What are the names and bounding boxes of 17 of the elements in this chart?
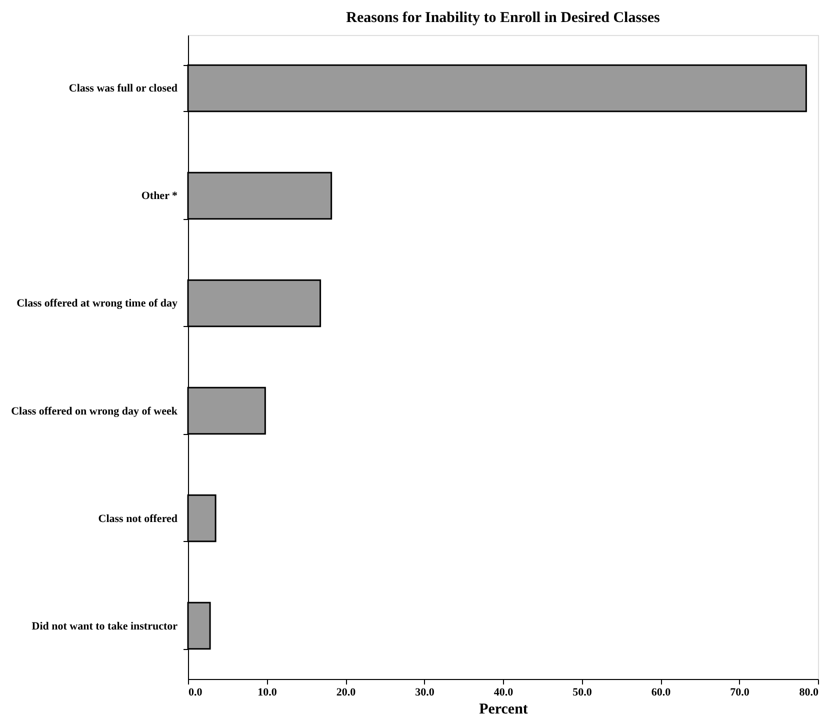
x-tick-label: 40.0: [494, 686, 514, 698]
x-tick-label: 30.0: [415, 686, 435, 698]
y-tick-label: Class was full or closed: [68, 82, 178, 95]
y-tick-label: Other *: [141, 190, 178, 202]
x-tick-label: 0.0: [188, 686, 203, 698]
x-tick-label: 80.0: [799, 686, 819, 698]
x-tick-label: 10.0: [258, 686, 278, 698]
y-tick-label: Class not offered: [98, 512, 178, 525]
x-tick-label: 60.0: [651, 686, 672, 698]
y-tick-label: Class offered at wrong time of day: [16, 298, 178, 310]
chart-title: Reasons for Inability to Enroll in Desired Classes: [346, 10, 660, 26]
x-tick-label: 70.0: [730, 686, 750, 698]
x-tick-label: 50.0: [572, 686, 592, 698]
y-tick-label: Class offered on wrong day of week: [11, 405, 178, 418]
y-tick-label: Did not want to take instructor: [32, 620, 178, 632]
x-tick-label: 20.0: [336, 686, 356, 698]
x-axis-title: Percent: [479, 702, 528, 718]
